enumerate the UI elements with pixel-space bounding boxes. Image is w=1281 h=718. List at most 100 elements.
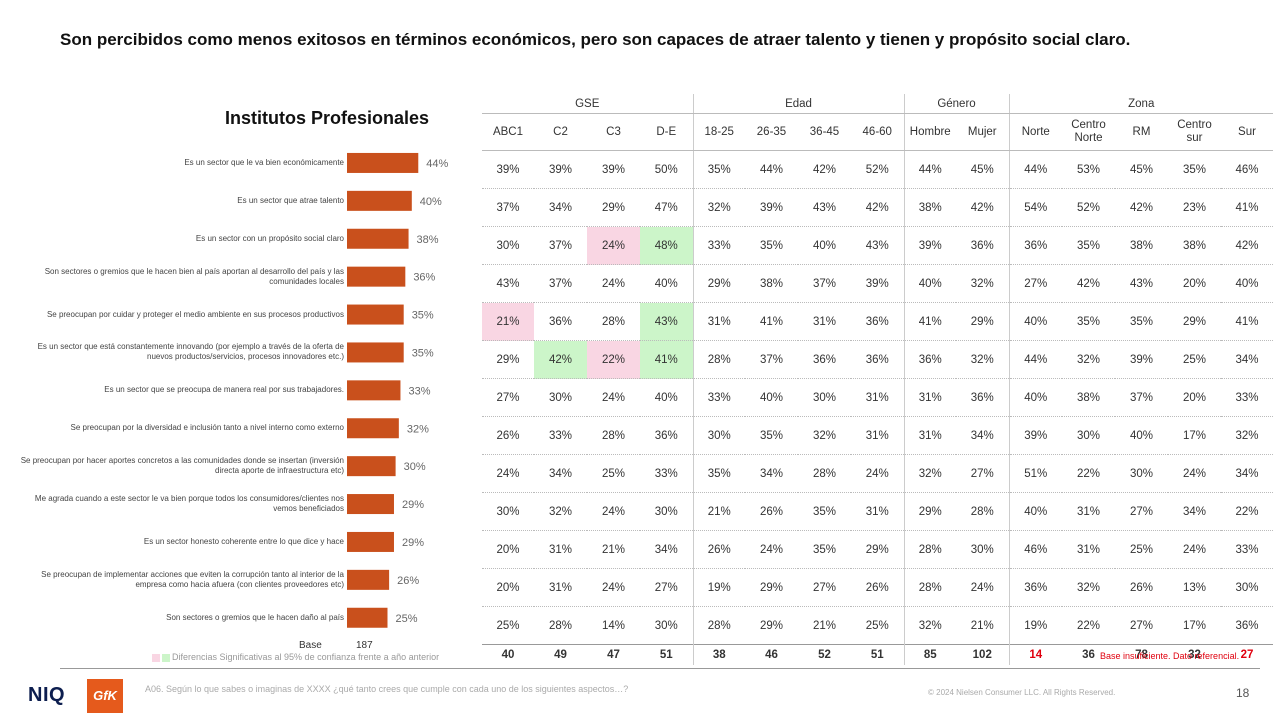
- table-cell: 37%: [798, 264, 851, 303]
- table-cell: 42%: [851, 188, 904, 227]
- table-cell: 35%: [692, 454, 745, 493]
- bar-value-label: 44%: [426, 158, 448, 170]
- table-cell: 43%: [798, 188, 851, 227]
- table-cell: 34%: [640, 530, 693, 569]
- table-cell: 37%: [534, 264, 587, 303]
- base-total: 187: [356, 640, 373, 651]
- table-cell: 24%: [851, 454, 904, 493]
- table-cell: 30%: [1062, 416, 1115, 455]
- bar: [347, 456, 396, 477]
- table-cell: 27%: [482, 378, 534, 417]
- group-header: GSE: [482, 94, 693, 114]
- table-cell: 47%: [640, 188, 693, 227]
- table-cell: 29%: [482, 340, 534, 379]
- table-cell: 42%: [1062, 264, 1115, 303]
- table-cell: 31%: [1062, 530, 1115, 569]
- table-cell: 36%: [1221, 606, 1273, 645]
- table-cell: 51%: [1008, 454, 1062, 493]
- table-cell: 40%: [903, 264, 956, 303]
- table-cell: 45%: [956, 150, 1009, 189]
- table-cell: 53%: [1062, 150, 1115, 189]
- table-cell: 36%: [851, 302, 904, 341]
- table-cell: 39%: [587, 150, 640, 189]
- table-cell: 45%: [1115, 150, 1168, 189]
- table-row: 24% 34% 25% 33% 35% 34% 28% 24% 32% 27% 51% 22% 30% 2…: [482, 454, 1273, 493]
- table-row: 20% 31% 24% 27% 19% 29% 27% 26% 28% 24% 36% 32% 26% 1…: [482, 568, 1273, 607]
- table-cell: 39%: [745, 188, 798, 227]
- column-header: Centro sur: [1168, 113, 1221, 151]
- table-cell: 28%: [534, 606, 587, 645]
- significance-legend: Diferencias Significativas al 95% de con…: [152, 652, 439, 662]
- table-cell: 27%: [798, 568, 851, 607]
- table-cell: 19%: [692, 568, 745, 607]
- table-cell: 33%: [1221, 378, 1273, 417]
- chart-title: Institutos Profesionales: [225, 108, 430, 128]
- bar-category-label: Son sectores o gremios que le hacen bien…: [44, 266, 344, 286]
- table-cell: 27%: [1115, 492, 1168, 531]
- table-cell: 32%: [798, 416, 851, 455]
- table-cell: 32%: [903, 606, 956, 645]
- table-cell: 26%: [745, 492, 798, 531]
- table-cell: 24%: [587, 492, 640, 531]
- table-cell: 34%: [534, 454, 587, 493]
- bar-value-label: 30%: [404, 461, 426, 473]
- table-row: 39% 39% 39% 50% 35% 44% 42% 52% 44% 45% 44% 53% 45% 3…: [482, 150, 1273, 189]
- table-cell: 31%: [851, 378, 904, 417]
- table-cell: 20%: [1168, 378, 1221, 417]
- table-cell: 26%: [692, 530, 745, 569]
- table-cell: 13%: [1168, 568, 1221, 607]
- table-cell: 28%: [692, 606, 745, 645]
- footer-divider: [60, 668, 1260, 669]
- bar-value-label: 40%: [420, 196, 442, 208]
- question-footnote: A06. Según lo que sabes o imaginas de XX…: [145, 684, 629, 694]
- table-cell: 39%: [851, 264, 904, 303]
- table-cell: 32%: [1062, 568, 1115, 607]
- column-header: C2: [534, 113, 587, 151]
- column-header: Centro Norte: [1062, 113, 1115, 151]
- table-cell: 50%: [640, 150, 693, 189]
- table-cell: 35%: [692, 150, 745, 189]
- base-label: Base: [299, 640, 322, 651]
- table-cell: 32%: [903, 454, 956, 493]
- table-cell: 24%: [587, 378, 640, 417]
- table-cell: 32%: [692, 188, 745, 227]
- bar-value-label: 32%: [407, 423, 429, 435]
- table-cell: 40%: [745, 378, 798, 417]
- bar-value-label: 29%: [402, 499, 424, 511]
- table-row: 37% 34% 29% 47% 32% 39% 43% 42% 38% 42% 54% 52% 42% 2…: [482, 188, 1273, 227]
- table-cell: 34%: [1221, 454, 1273, 493]
- bar-value-label: 36%: [413, 272, 435, 284]
- niq-logo: NIQ: [28, 684, 66, 706]
- table-cell: 35%: [1168, 150, 1221, 189]
- table-cell: 30%: [956, 530, 1009, 569]
- table-row: 27% 30% 24% 40% 33% 40% 30% 31% 31% 36% 40% 38% 37% 2…: [482, 378, 1273, 417]
- column-header: Sur: [1221, 113, 1273, 151]
- positive-swatch: [162, 653, 170, 662]
- table-cell: 29%: [587, 188, 640, 227]
- bar-category-label: Es un sector que atrae talento: [237, 195, 344, 205]
- table-cell: 29%: [745, 568, 798, 607]
- table-cell: 31%: [1062, 492, 1115, 531]
- table-cell: 38%: [903, 188, 956, 227]
- table-cell: 35%: [1062, 302, 1115, 341]
- table-cell: 40%: [640, 264, 693, 303]
- table-cell: 36%: [956, 226, 1009, 265]
- table-cell: 20%: [1168, 264, 1221, 303]
- table-cell: 14%: [587, 606, 640, 645]
- table-cell: 52%: [1062, 188, 1115, 227]
- table-cell: 32%: [534, 492, 587, 531]
- insufficient-base-note: Base insuficiente. Dato referencial.: [1100, 651, 1240, 661]
- table-cell: 38%: [1115, 226, 1168, 265]
- bar: [347, 569, 390, 590]
- table-cell: 34%: [745, 454, 798, 493]
- table-cell: 34%: [956, 416, 1009, 455]
- table-cell: 21%: [692, 492, 745, 531]
- table-cell: 33%: [692, 226, 745, 265]
- bar-category-label: Se preocupan por la diversidad e inclusi…: [70, 423, 345, 433]
- base-cell: 46: [745, 644, 798, 665]
- bar: [347, 494, 394, 515]
- table-cell: 30%: [482, 226, 534, 265]
- column-header: 26-35: [745, 113, 798, 151]
- table-cell: 38%: [1062, 378, 1115, 417]
- negative-swatch: [152, 653, 160, 662]
